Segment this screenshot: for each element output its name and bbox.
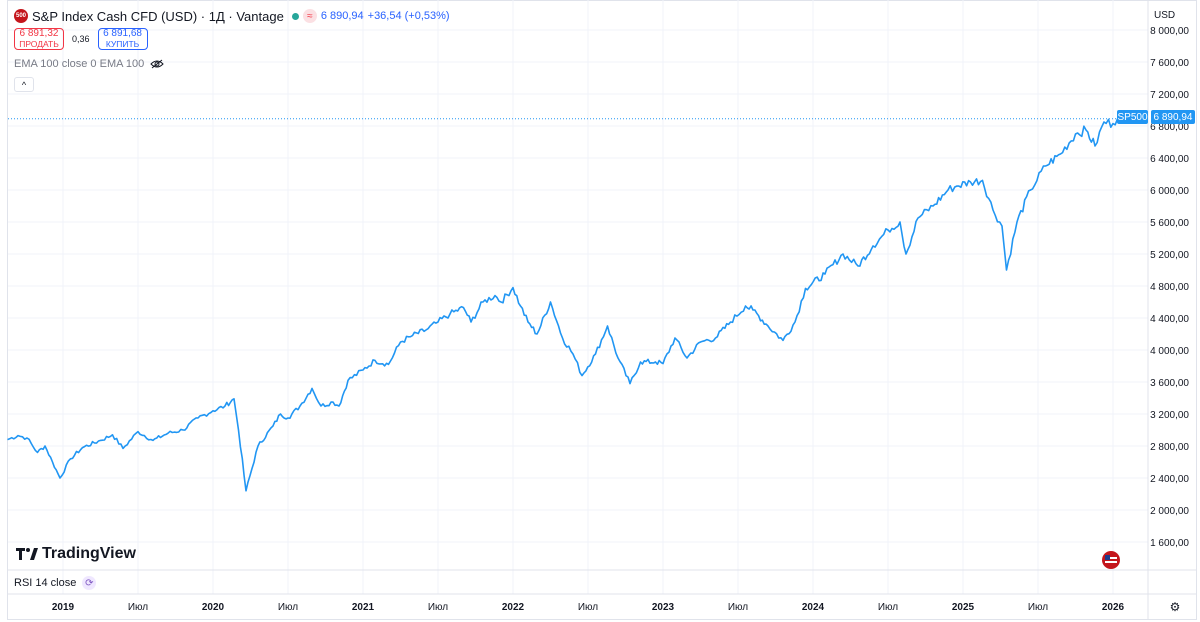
y-tick-label: 3 200,00 (1150, 410, 1189, 421)
chevron-up-icon: ^ (21, 79, 27, 90)
us-flag-icon[interactable] (1102, 551, 1120, 569)
x-tick-label: 2026 (1102, 602, 1125, 613)
y-tick-label: 7 600,00 (1150, 58, 1189, 69)
x-tick-label: Июл (878, 602, 898, 613)
buy-label: КУПИТЬ (105, 39, 140, 49)
market-open-icon (291, 12, 299, 20)
y-tick-label: 5 600,00 (1150, 218, 1189, 229)
y-tick-label: 2 400,00 (1150, 474, 1189, 485)
tradingview-logo-icon (16, 548, 38, 560)
y-tick-label: 3 600,00 (1150, 378, 1189, 389)
x-tick-label: 2021 (352, 602, 375, 613)
last-symbol-tag: SP500 (1117, 110, 1148, 124)
x-tick-label: Июл (728, 602, 748, 613)
y-tick-label: 7 200,00 (1150, 90, 1189, 101)
sell-label: ПРОДАТЬ (19, 39, 59, 49)
sell-price: 6 891,32 (19, 28, 59, 39)
ema-legend[interactable]: EMA 100 close 0 EMA 100 (14, 58, 164, 70)
x-tick-label: 2019 (52, 602, 75, 613)
pane-separators (8, 0, 1197, 620)
y-axis: 1 600,00 2 000,00 2 400,00 2 800,00 3 200,00… (1150, 26, 1189, 549)
x-tick-label: Июл (578, 602, 598, 613)
axis-settings-icon[interactable]: ⚙ (1169, 600, 1181, 614)
y-tick-label: 6 800,00 (1150, 122, 1189, 133)
symbol-title[interactable]: S&P Index Cash CFD (USD) · 1Д · Vantage (32, 8, 284, 24)
y-tick-label: 4 800,00 (1150, 282, 1189, 293)
symbol-legend: 500 S&P Index Cash CFD (USD) · 1Д · Vant… (14, 8, 450, 24)
grid-lines (8, 0, 1148, 594)
x-tick-label: Июл (1028, 602, 1048, 613)
symbol-badge[interactable]: 500 (14, 9, 28, 23)
x-tick-label: 2023 (652, 602, 675, 613)
logo-text: TradingView (42, 545, 136, 562)
wave-icon[interactable]: ≈ (302, 9, 317, 23)
chart-frame (7, 0, 1197, 620)
last-price: 6 890,94 (320, 10, 364, 22)
x-tick-label: Июл (428, 602, 448, 613)
x-tick-label: 2020 (202, 602, 225, 613)
currency-selector[interactable]: USD (1154, 9, 1176, 21)
y-tick-label: 6 000,00 (1150, 186, 1189, 197)
y-tick-label: 8 000,00 (1150, 26, 1189, 37)
ema-label: EMA 100 close 0 EMA 100 (14, 58, 145, 70)
y-tick-label: 6 400,00 (1150, 154, 1189, 165)
collapse-legend-button[interactable]: ^ (14, 77, 34, 92)
y-tick-label: 4 400,00 (1150, 314, 1189, 325)
y-tick-label: 5 200,00 (1150, 250, 1189, 261)
x-tick-label: Июл (278, 602, 298, 613)
x-tick-label: Июл (128, 602, 148, 613)
buy-price: 6 891,68 (103, 28, 142, 39)
rsi-legend[interactable]: RSI 14 close ⟳ (14, 576, 97, 590)
rsi-label: RSI 14 close (14, 577, 77, 589)
y-tick-label: 2 000,00 (1150, 506, 1189, 517)
x-axis: 2019 Июл 2020 Июл 2021 Июл 2022 Июл 2023 Июл 2024 И… (52, 602, 1125, 613)
loading-icon: ⟳ (82, 576, 97, 590)
sp500-series-line (7, 118, 1119, 492)
last-value-tag: 6 890,94 (1151, 110, 1195, 124)
y-tick-label: 2 800,00 (1150, 442, 1189, 453)
x-tick-label: 2024 (802, 602, 825, 613)
eye-hidden-icon[interactable] (150, 59, 164, 69)
x-tick-label: 2025 (952, 602, 975, 613)
trade-panel: 6 891,32 ПРОДАТЬ 0,36 6 891,68 КУПИТЬ (14, 28, 148, 50)
y-tick-label: 1 600,00 (1150, 538, 1189, 549)
tradingview-logo[interactable]: TradingView (16, 545, 136, 563)
price-change: +36,54 (+0,53%) (367, 10, 450, 22)
y-tick-label: 4 000,00 (1150, 346, 1189, 357)
spread-value: 0,36 (72, 34, 90, 44)
buy-button[interactable]: 6 891,68 КУПИТЬ (97, 28, 148, 50)
sell-button[interactable]: 6 891,32 ПРОДАТЬ (14, 28, 64, 50)
x-tick-label: 2022 (502, 602, 525, 613)
